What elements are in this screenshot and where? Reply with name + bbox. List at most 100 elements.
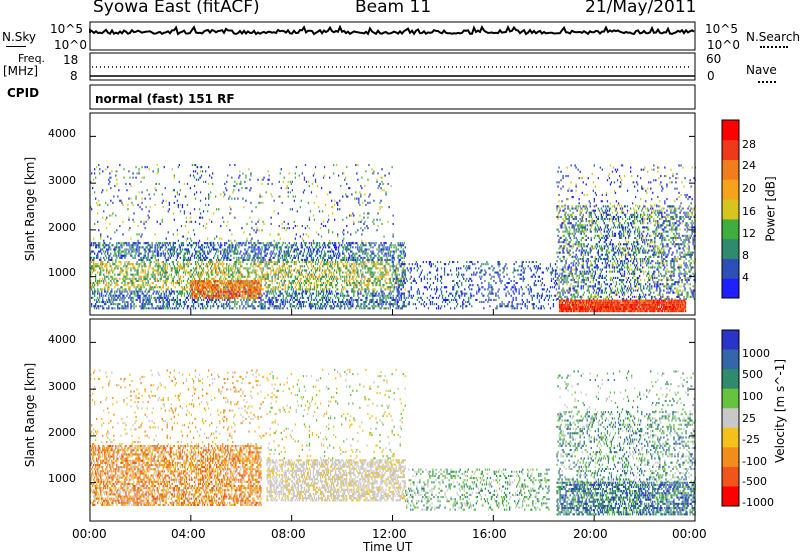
power-cell xyxy=(290,303,292,306)
power-cell xyxy=(118,252,120,255)
power-cell xyxy=(194,273,197,276)
power-cell xyxy=(242,280,244,283)
power-cell xyxy=(177,206,179,209)
power-cell xyxy=(132,242,134,245)
power-cell xyxy=(211,284,213,287)
power-cell xyxy=(402,292,404,295)
power-cell xyxy=(260,296,262,299)
power-cell xyxy=(206,301,208,304)
power-cell xyxy=(191,298,194,301)
power-cell xyxy=(330,282,332,285)
power-cell xyxy=(201,261,204,264)
power-cell xyxy=(229,250,231,253)
power-cell xyxy=(175,271,177,274)
power-cell xyxy=(176,307,178,310)
power-cell xyxy=(366,258,368,261)
power-cell xyxy=(216,284,218,287)
power-cell xyxy=(285,254,287,257)
power-cell xyxy=(356,275,358,278)
power-cell xyxy=(240,277,242,280)
power-cell xyxy=(251,280,253,283)
power-cell xyxy=(284,284,286,287)
power-cell xyxy=(146,166,148,169)
power-cell xyxy=(330,261,332,264)
power-cell xyxy=(183,305,186,308)
power-cell xyxy=(186,244,189,247)
power-cell xyxy=(239,170,241,173)
power-cell xyxy=(105,265,107,268)
power-cell xyxy=(113,298,115,301)
power-cell xyxy=(282,261,284,264)
power-cell xyxy=(234,248,236,251)
power-cell xyxy=(294,244,296,247)
power-cell xyxy=(120,296,122,299)
power-cell xyxy=(115,294,117,297)
power-cell xyxy=(196,261,199,264)
power-cell xyxy=(141,233,143,236)
power-cell xyxy=(197,258,200,261)
power-cell xyxy=(285,261,287,264)
power-cell xyxy=(143,263,145,266)
power-cell xyxy=(365,265,367,268)
power-cell xyxy=(117,250,119,253)
power-cell xyxy=(354,284,356,287)
power-cell xyxy=(172,279,174,282)
power-cell xyxy=(334,294,336,297)
power-cell xyxy=(149,284,151,287)
power-cell xyxy=(298,301,300,304)
power-cell xyxy=(335,284,337,287)
power-cell xyxy=(197,254,200,257)
power-cell xyxy=(304,279,307,282)
power-cell xyxy=(323,261,326,264)
power-cell xyxy=(231,277,233,280)
power-cell xyxy=(358,265,360,268)
power-cell xyxy=(205,265,207,268)
power-cell xyxy=(323,258,326,261)
power-cell xyxy=(400,256,402,259)
power-cell xyxy=(251,248,253,251)
power-cell xyxy=(372,250,374,253)
power-cell xyxy=(275,271,277,274)
power-cell xyxy=(188,261,191,264)
power-cell xyxy=(209,282,211,285)
power-cell xyxy=(177,273,179,276)
power-cell xyxy=(349,298,351,301)
power-cell xyxy=(353,256,355,259)
power-cell xyxy=(375,263,377,266)
power-cell xyxy=(178,267,180,270)
power-cell xyxy=(179,275,181,278)
power-cell xyxy=(344,244,346,247)
power-cell xyxy=(277,261,279,264)
power-cell xyxy=(377,252,379,255)
power-cell xyxy=(292,290,294,293)
power-cell xyxy=(167,301,169,304)
power-cell xyxy=(179,267,181,270)
power-cell xyxy=(314,296,317,299)
power-cell xyxy=(144,271,146,274)
power-cell xyxy=(98,307,100,310)
power-cell xyxy=(147,248,149,251)
power-cell xyxy=(402,250,404,253)
power-cell xyxy=(141,201,143,204)
power-cell xyxy=(197,241,200,244)
power-cell xyxy=(396,263,398,266)
power-cell xyxy=(259,292,261,295)
power-cell xyxy=(142,305,144,308)
power-cell xyxy=(144,197,146,200)
power-cell xyxy=(97,288,99,291)
power-cell xyxy=(173,301,175,304)
power-cell xyxy=(361,250,363,253)
power-cell xyxy=(329,284,331,287)
power-cell xyxy=(198,256,201,259)
power-cell xyxy=(394,282,396,285)
power-cell xyxy=(335,277,337,280)
power-cell xyxy=(210,267,212,270)
power-cell xyxy=(263,305,265,308)
power-cell xyxy=(312,275,315,278)
power-cell xyxy=(365,263,367,266)
power-cell xyxy=(322,294,325,297)
power-cell xyxy=(351,242,353,245)
power-cell xyxy=(215,195,217,198)
power-cell xyxy=(305,261,308,264)
power-cell xyxy=(387,296,389,299)
